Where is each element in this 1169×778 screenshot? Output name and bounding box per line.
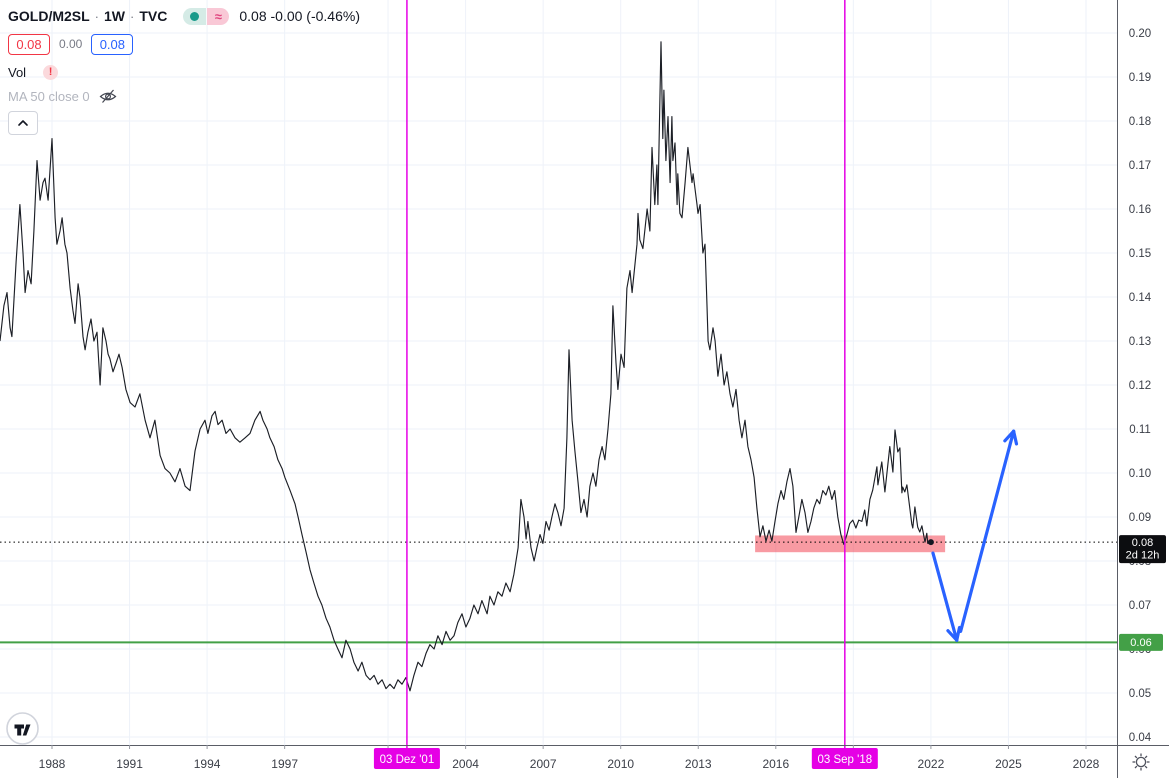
svg-text:0.09: 0.09 xyxy=(1129,512,1151,524)
vline-date-label: 03 Dez '01 xyxy=(373,748,440,769)
svg-text:0.11: 0.11 xyxy=(1129,424,1151,436)
svg-text:1988: 1988 xyxy=(39,757,66,771)
svg-text:0.04: 0.04 xyxy=(1129,732,1152,744)
price-scale-settings-gear-icon[interactable] xyxy=(1131,752,1151,777)
svg-text:1994: 1994 xyxy=(194,757,221,771)
bid-ask-row: 0.08 0.00 0.08 xyxy=(8,33,360,55)
svg-text:0.13: 0.13 xyxy=(1129,336,1151,348)
svg-text:0.06: 0.06 xyxy=(1130,637,1151,649)
separator-dot: · xyxy=(94,8,100,24)
separator-dot: · xyxy=(130,8,135,24)
collapse-legend-button[interactable] xyxy=(8,111,38,135)
svg-text:0.19: 0.19 xyxy=(1129,72,1151,84)
price-series-line xyxy=(0,41,932,692)
ma-indicator-row: MA 50 close 0 xyxy=(8,88,360,104)
green-level-price-label: 0.06 xyxy=(1119,633,1163,651)
time-scale[interactable]: 1988199119941997200120042007201020132016… xyxy=(39,745,1100,771)
volume-row: Vol ! xyxy=(8,64,360,80)
svg-text:0.08: 0.08 xyxy=(1132,537,1153,549)
vline-date-label: 03 Sep '18 xyxy=(811,748,878,769)
last-price-dot xyxy=(927,539,934,546)
svg-text:2013: 2013 xyxy=(685,757,712,771)
chevron-up-icon xyxy=(18,120,28,126)
svg-text:0.17: 0.17 xyxy=(1129,160,1151,172)
svg-text:2028: 2028 xyxy=(1073,757,1100,771)
chart-legend: GOLD/M2SL · 1W · TVC ≈ 0.08 -0.00 (-0.46… xyxy=(8,6,360,135)
approx-icon: ≈ xyxy=(214,8,222,24)
realtime-dot-icon xyxy=(190,11,200,21)
interval-label[interactable]: 1W xyxy=(104,8,126,24)
symbol-row[interactable]: GOLD/M2SL · 1W · TVC ≈ 0.08 -0.00 (-0.46… xyxy=(8,6,360,26)
tradingview-logo[interactable] xyxy=(6,712,39,750)
projection-arrows-drawing[interactable] xyxy=(931,429,1019,642)
symbol-name[interactable]: GOLD/M2SL xyxy=(8,8,90,24)
spread-value: 0.00 xyxy=(59,37,83,51)
volume-alert-icon[interactable]: ! xyxy=(43,64,59,80)
svg-text:0.14: 0.14 xyxy=(1129,292,1152,304)
sell-price-button[interactable]: 0.08 xyxy=(8,33,50,55)
svg-text:2004: 2004 xyxy=(452,757,479,771)
exchange-label: TVC xyxy=(139,8,168,24)
svg-text:2016: 2016 xyxy=(762,757,789,771)
svg-text:0.10: 0.10 xyxy=(1129,468,1151,480)
svg-text:0.18: 0.18 xyxy=(1129,116,1151,128)
realtime-dot-pill[interactable] xyxy=(183,7,207,25)
svg-text:0.12: 0.12 xyxy=(1129,380,1151,392)
svg-text:1991: 1991 xyxy=(116,757,143,771)
svg-text:03 Sep '18: 03 Sep '18 xyxy=(817,754,872,766)
svg-text:2022: 2022 xyxy=(918,757,945,771)
svg-text:2007: 2007 xyxy=(530,757,557,771)
eye-off-icon[interactable] xyxy=(99,89,117,104)
last-price-change: 0.08 -0.00 (-0.46%) xyxy=(239,8,360,24)
support-zone-drawing[interactable] xyxy=(755,535,946,553)
svg-text:03 Dez '01: 03 Dez '01 xyxy=(380,754,435,766)
approx-data-pill[interactable]: ≈ xyxy=(207,7,230,25)
svg-text:1997: 1997 xyxy=(271,757,298,771)
grid-lines xyxy=(0,0,1117,745)
svg-text:2d 12h: 2d 12h xyxy=(1126,550,1160,562)
svg-text:0.20: 0.20 xyxy=(1129,28,1151,40)
svg-text:0.16: 0.16 xyxy=(1129,204,1151,216)
volume-label[interactable]: Vol xyxy=(8,64,27,80)
svg-text:0.07: 0.07 xyxy=(1129,600,1151,612)
svg-text:2010: 2010 xyxy=(607,757,634,771)
svg-text:0.15: 0.15 xyxy=(1129,248,1151,260)
buy-price-button[interactable]: 0.08 xyxy=(91,33,134,55)
data-mode-pills[interactable]: ≈ xyxy=(183,7,230,25)
svg-text:0.05: 0.05 xyxy=(1129,688,1151,700)
svg-text:2025: 2025 xyxy=(995,757,1022,771)
ma-indicator-label[interactable]: MA 50 close 0 xyxy=(8,88,90,104)
